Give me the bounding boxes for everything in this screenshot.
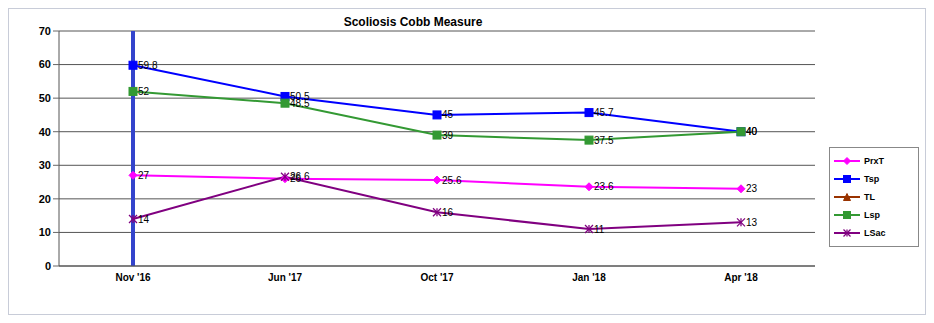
svg-text:14: 14 xyxy=(138,214,150,225)
svg-text:Jan '18: Jan '18 xyxy=(572,272,606,283)
svg-text:59.8: 59.8 xyxy=(138,60,158,71)
svg-text:Oct '17: Oct '17 xyxy=(421,272,454,283)
svg-text:Apr '18: Apr '18 xyxy=(724,272,758,283)
svg-text:37.5: 37.5 xyxy=(594,135,614,146)
svg-text:20: 20 xyxy=(39,193,51,205)
svg-text:25.6: 25.6 xyxy=(442,175,462,186)
svg-text:11: 11 xyxy=(594,224,605,235)
svg-text:Nov '16: Nov '16 xyxy=(115,272,151,283)
svg-text:23: 23 xyxy=(746,183,758,194)
svg-text:40: 40 xyxy=(746,126,758,137)
svg-text:13: 13 xyxy=(746,217,758,228)
svg-text:48.5: 48.5 xyxy=(290,98,310,109)
html-text:Scoliosis Cobb Measure: Scoliosis Cobb Measure xyxy=(343,15,483,29)
svg-text:27: 27 xyxy=(138,170,150,181)
svg-text:0: 0 xyxy=(45,260,51,272)
html-text:PrxT: PrxT xyxy=(864,156,884,166)
svg-text:40: 40 xyxy=(746,126,758,137)
svg-text:26.6: 26.6 xyxy=(290,171,310,182)
svg-text:10: 10 xyxy=(39,226,51,238)
html-text:TL: TL xyxy=(864,192,875,202)
svg-text:50.5: 50.5 xyxy=(290,91,310,102)
svg-text:30: 30 xyxy=(39,159,51,171)
svg-text:39: 39 xyxy=(442,130,454,141)
svg-text:40: 40 xyxy=(39,126,51,138)
svg-text:52: 52 xyxy=(138,86,150,97)
svg-text:45.7: 45.7 xyxy=(594,107,614,118)
svg-text:16: 16 xyxy=(442,207,454,218)
svg-text:70: 70 xyxy=(39,25,51,37)
html-text:Lsp: Lsp xyxy=(864,210,880,220)
html-text:LSac: LSac xyxy=(864,228,886,238)
html-text:Tsp: Tsp xyxy=(864,174,880,184)
svg-text:50: 50 xyxy=(39,92,51,104)
svg-text:45: 45 xyxy=(442,109,454,120)
svg-text:23.6: 23.6 xyxy=(594,181,614,192)
svg-text:Jun '17: Jun '17 xyxy=(268,272,302,283)
svg-text:60: 60 xyxy=(39,58,51,70)
